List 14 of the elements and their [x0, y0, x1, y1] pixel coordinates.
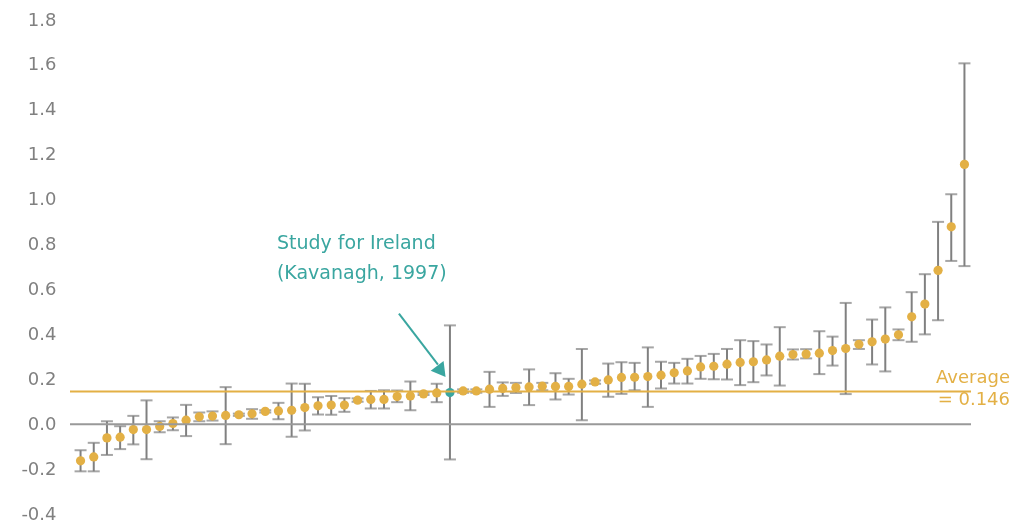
y-tick-label: 1.4	[27, 98, 57, 120]
y-tick-label: 0.6	[27, 277, 57, 299]
y-tick-label: -0.4	[21, 502, 57, 524]
y-tick-label: -0.2	[21, 457, 57, 479]
y-tick-label: 0.2	[27, 367, 57, 389]
y-tick-label: 0.4	[27, 322, 57, 344]
y-tick-label: 1.0	[27, 188, 57, 210]
y-tick-label: 1.8	[27, 8, 57, 30]
y-tick-label: 0.8	[27, 233, 57, 255]
y-tick-label: 1.2	[27, 143, 57, 165]
y-tick-label: 1.6	[27, 53, 57, 75]
ref-line-label: Average = 0.146	[936, 366, 1010, 410]
y-tick-label: 0.0	[27, 412, 57, 434]
annotation: Study for Ireland (Kavanagh, 1997)	[276, 230, 447, 283]
